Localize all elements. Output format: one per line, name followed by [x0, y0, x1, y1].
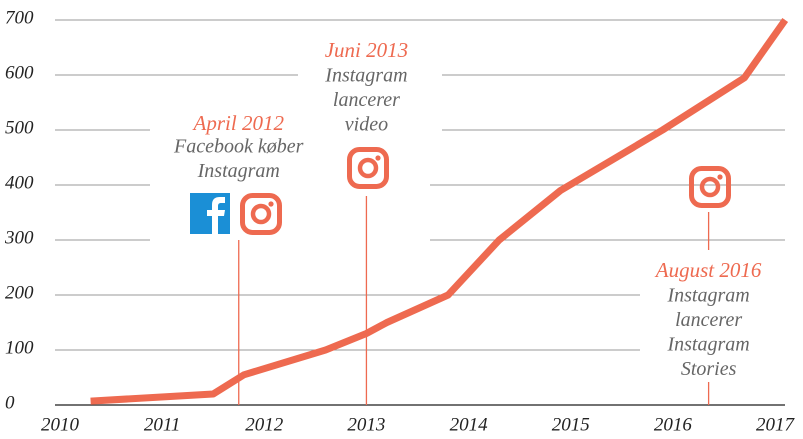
instagram-icon — [347, 147, 389, 189]
y-tick-label: 700 — [5, 7, 34, 28]
x-tick-label: 2010 — [41, 414, 80, 435]
label-background — [298, 38, 442, 140]
instagram-icon — [689, 166, 731, 208]
instagram-dot — [375, 155, 381, 161]
instagram-dot — [717, 174, 723, 180]
annotation-text: Instagram — [666, 285, 749, 307]
y-tick-label: 0 — [5, 392, 15, 413]
x-tick-label: 2014 — [450, 414, 489, 435]
instagram-frame — [347, 147, 389, 189]
instagram-dot — [268, 201, 274, 207]
annotation-text: Facebook køber — [173, 136, 304, 158]
annotation-text: lancerer — [333, 89, 400, 111]
instagram-lens — [699, 176, 721, 198]
annotation-date: April 2012 — [192, 111, 285, 135]
y-tick-label: 500 — [5, 117, 34, 138]
annotation-text: Instagram — [324, 65, 407, 87]
annotation-date: Juni 2013 — [325, 38, 408, 62]
x-tick-label: 2016 — [654, 414, 693, 435]
instagram-icon — [240, 193, 282, 235]
x-tick-label: 2012 — [245, 414, 284, 435]
instagram-lens — [250, 203, 272, 225]
facebook-f — [207, 197, 225, 234]
annotation-text: video — [345, 114, 388, 136]
annotation-text: Stories — [681, 358, 737, 380]
instagram-frame — [240, 193, 282, 235]
x-tick-label: 2013 — [347, 414, 385, 435]
annotation-date: August 2016 — [654, 258, 762, 282]
y-tick-label: 600 — [5, 62, 34, 83]
instagram-frame — [689, 166, 731, 208]
annotation-text: Instagram — [666, 334, 749, 356]
x-tick-label: 2015 — [552, 414, 590, 435]
x-tick-label: 2011 — [144, 414, 181, 435]
y-tick-label: 200 — [5, 282, 34, 303]
annotation-text: lancerer — [675, 309, 742, 331]
facebook-icon — [190, 193, 230, 234]
y-tick-label: 400 — [5, 172, 34, 193]
annotation-text: Instagram — [197, 160, 280, 182]
instagram-lens — [357, 157, 379, 179]
y-tick-label: 100 — [5, 337, 34, 358]
x-tick-label: 2017 — [756, 414, 796, 435]
label-background — [640, 258, 785, 382]
y-tick-label: 300 — [4, 227, 34, 248]
